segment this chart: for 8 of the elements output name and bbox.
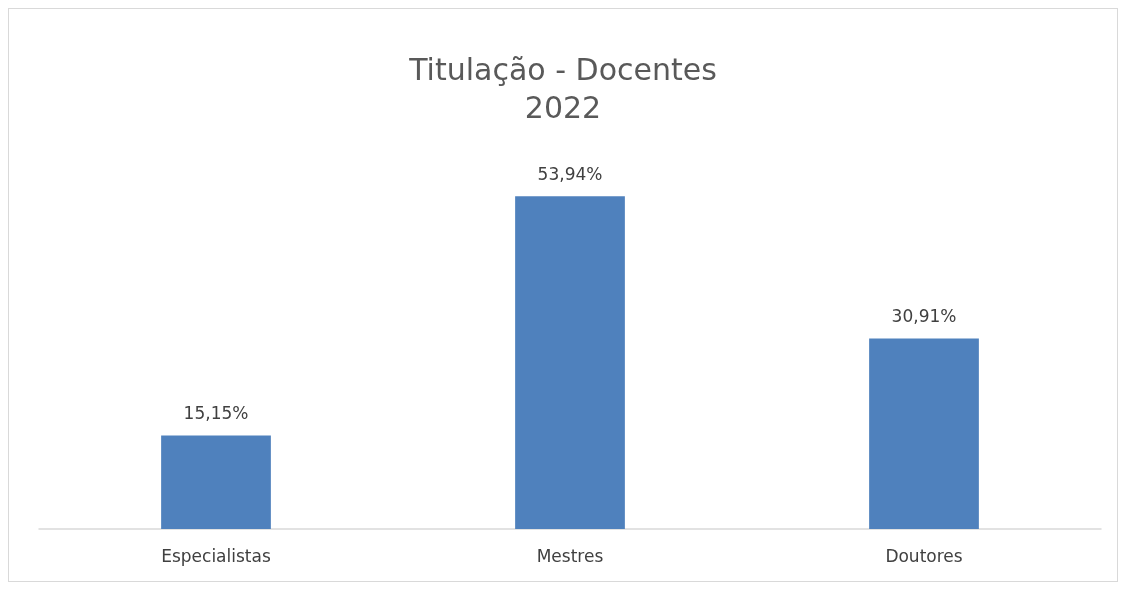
chart-subtitle: 2022 xyxy=(524,89,602,125)
x-tick-label: Especialistas xyxy=(161,545,271,566)
data-label: 15,15% xyxy=(183,403,249,424)
x-tick-label: Doutores xyxy=(885,545,963,566)
data-label: 53,94% xyxy=(537,163,603,184)
data-label: 30,91% xyxy=(891,305,957,326)
x-tick-label: Mestres xyxy=(536,545,604,566)
chart-title: Titulação - Docentes xyxy=(408,51,717,87)
